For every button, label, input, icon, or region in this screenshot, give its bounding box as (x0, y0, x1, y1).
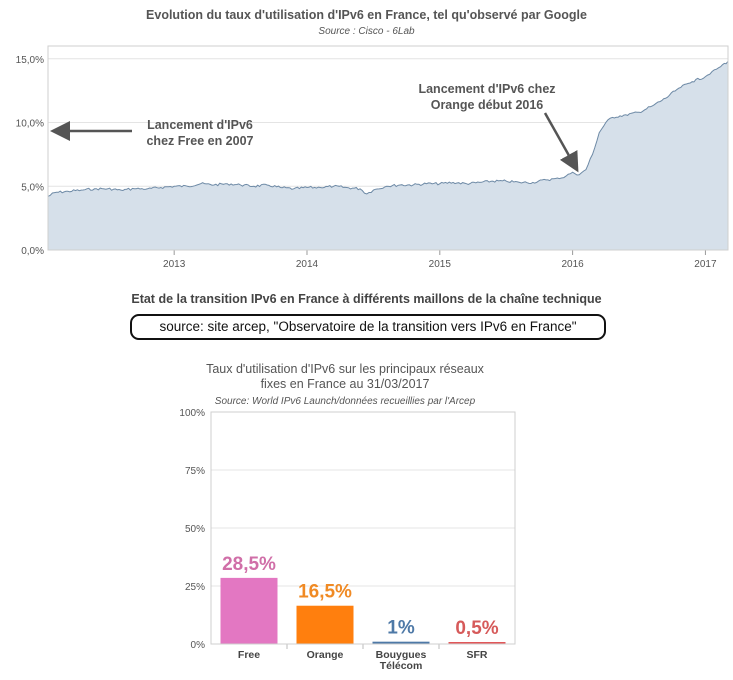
bar-sfr (448, 642, 506, 644)
chart2-x-tick-label: SFR (467, 649, 488, 661)
chart2-plot-frame (210, 411, 516, 645)
chart1-x-tick-label: 2015 (429, 259, 452, 270)
chart1-x-tick-label: 2017 (694, 259, 717, 270)
chart2-value-labels: 28,5% 16,5% 1% 0,5% (222, 554, 499, 639)
orange-annotation-arrow (543, 112, 579, 173)
chart1-x-axis: 2013 2014 2015 2016 2017 (163, 250, 717, 270)
chart1-x-tick-label: 2013 (163, 259, 186, 270)
chart2-x-tick-label: Bouygues (376, 649, 427, 661)
chart1-y-tick-label: 10,0% (16, 119, 44, 130)
chart1-title: Evolution du taux d'utilisation d'IPv6 e… (146, 8, 587, 22)
free-annotation-line2: chez Free en 2007 (146, 134, 253, 148)
source-box: source: site arcep, "Observatoire de la … (130, 314, 606, 340)
free-annotation-line1: Lancement d'IPv6 (147, 118, 253, 132)
bar-free (220, 577, 278, 644)
chart1-x-tick-label: 2014 (296, 259, 319, 270)
chart1-y-axis: 0,0% 5,0% 10,0% 15,0% (16, 55, 44, 257)
bar-orange (296, 605, 354, 644)
chart2-subtitle: Source: World IPv6 Launch/données recuei… (214, 396, 476, 407)
chart2-y-tick-label: 0% (191, 640, 206, 651)
chart2-title-line2: fixes en France au 31/03/2017 (260, 377, 430, 391)
bar-value-label: 28,5% (222, 554, 276, 575)
chart2-y-axis: 0% 25% 50% 75% 100% (179, 408, 205, 651)
section-title: Etat de la transition IPv6 en France à d… (131, 292, 602, 306)
ipv6-usage-area (48, 61, 728, 250)
chart1-plot-frame (47, 45, 729, 251)
chart1-subtitle: Source : Cisco - 6Lab (318, 26, 415, 37)
chart1-y-tick-label: 15,0% (16, 55, 44, 66)
ipv6-usage-line (47, 60, 729, 197)
bar-value-label: 1% (387, 618, 415, 639)
chart2-title-line1: Taux d'utilisation d'IPv6 sur les princi… (206, 362, 484, 376)
ipv6-google-area-chart: 0,0%5,0%10,0%15,0% 2013 2014 2015 2016 2017 … (16, 45, 729, 270)
bar-bouygues-t-l-com (372, 641, 430, 644)
chart2-bars (220, 577, 506, 644)
chart2-title: Taux d'utilisation d'IPv6 sur les princi… (150, 362, 540, 392)
chart2-y-tick-label: 100% (179, 408, 205, 419)
bar-value-label: 0,5% (455, 618, 498, 639)
bar-value-label: 16,5% (298, 582, 352, 603)
chart2-y-tick-label: 50% (185, 524, 205, 535)
chart2-y-tick-label: 75% (185, 466, 205, 477)
chart1-y-tick-label: 5,0% (21, 182, 44, 193)
chart1-x-tick-label: 2016 (561, 259, 584, 270)
chart2-y-tick-label: 25% (185, 582, 205, 593)
orange-annotation-line2: Orange début 2016 (431, 98, 544, 112)
operator-bar-chart: 0% 25% 50% 75% 100% 28,5% 16,5% 1% 0,5% Free Ora… (179, 408, 516, 672)
chart2-x-tick-label: Télécom (380, 660, 423, 672)
chart2-x-tick-label: Orange (307, 649, 344, 661)
orange-annotation-line1: Lancement d'IPv6 chez (418, 82, 555, 96)
chart1-y-tick-label: 0,0% (21, 246, 44, 257)
chart2-x-tick-label: Free (238, 649, 260, 661)
